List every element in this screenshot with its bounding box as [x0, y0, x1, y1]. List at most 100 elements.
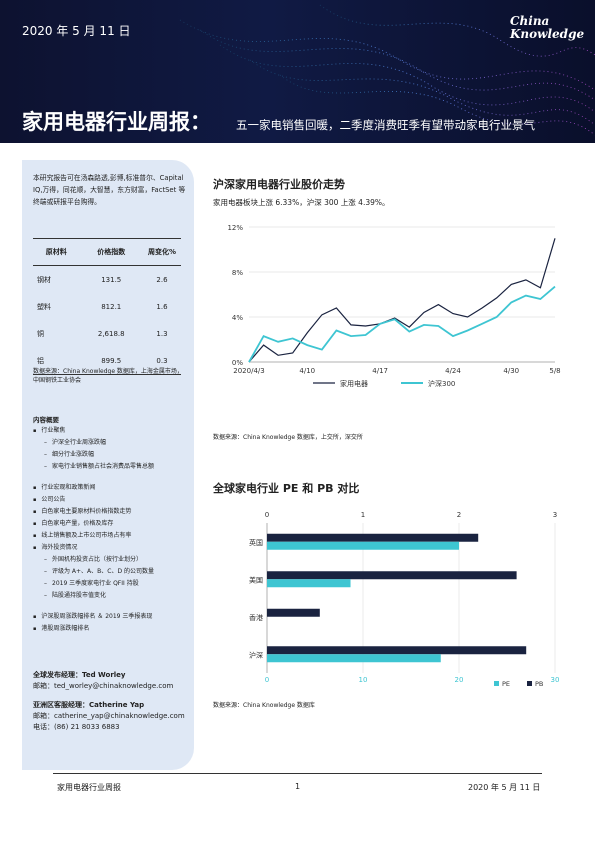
- contact-phone: 电话：(86) 21 8033 6883: [33, 723, 120, 731]
- toc-item: 港股周涨跌幅排名: [33, 623, 193, 635]
- legend-label: 沪深300: [428, 379, 455, 388]
- legend-label: PE: [502, 680, 510, 688]
- table-header: 价格指数: [79, 238, 143, 266]
- stock-trend-subtitle: 家用电器板块上涨 6.33%，沪深 300 上涨 4.39%。: [213, 198, 390, 207]
- table-of-contents: 行业聚焦沪深全行业周涨跌幅细分行业涨跌幅家电行业销售额占社会消费品零售总额行业宏…: [33, 425, 193, 635]
- pe-pb-source: 数据来源：China Knowledge 数据库: [213, 702, 315, 709]
- bar-pe: [267, 541, 459, 550]
- stock-trend-title: 沪深家用电器行业股价走势: [213, 178, 345, 191]
- bar-pb: [267, 608, 320, 617]
- x-tick-label: 4/17: [372, 367, 388, 375]
- bottom-tick-label: 30: [551, 676, 560, 684]
- toc-spacer: [33, 473, 193, 482]
- table-header: 原材料: [33, 238, 80, 266]
- table-header: 周变化%: [143, 238, 181, 266]
- toc-item: 外国机构投资占比（按行业划分）: [33, 554, 193, 566]
- bar-pb: [267, 533, 479, 542]
- y-tick-label: 12%: [227, 224, 243, 232]
- legend-label: PB: [535, 680, 543, 688]
- legend-swatch: [527, 681, 532, 686]
- table-cell: 812.1: [101, 302, 122, 311]
- footer-date: 2020 年 5 月 11 日: [468, 783, 541, 792]
- table-cell: 钢材: [37, 275, 51, 284]
- china-knowledge-logo: China Knowledge: [510, 14, 585, 41]
- table-row: 铝 899.5 0.3: [33, 347, 181, 375]
- contact-email[interactable]: 邮箱：ted_worley@chinaknowledge.com: [33, 682, 174, 690]
- series-line-appliance: [248, 238, 556, 363]
- toc-title: 内容概要: [33, 416, 59, 424]
- page-subtitle: 五一家电销售回暖，二季度消费旺季有望带动家电行业景气: [236, 118, 535, 132]
- toc-item: 评级为 A+、A、B、C、D 的公司数量: [33, 566, 193, 578]
- contact-global: 全球发布经理：Ted Worley 邮箱：ted_worley@chinakno…: [33, 670, 173, 692]
- legend-swatch: [494, 681, 499, 686]
- toc-spacer: [33, 602, 193, 611]
- table-header-row: 原材料 价格指数 周变化%: [33, 238, 181, 266]
- table-row: 铜 2,618.8 1.3: [33, 320, 181, 347]
- table-cell: 899.5: [79, 347, 143, 375]
- table-cell: 塑料: [37, 302, 51, 311]
- x-tick-label: 4/30: [503, 367, 519, 375]
- x-tick-label: 4/10: [299, 367, 315, 375]
- toc-item: 公司公告: [33, 494, 193, 506]
- toc-item: 细分行业涨跌幅: [33, 449, 193, 461]
- stock-trend-source: 数据来源：China Knowledge 数据库，上交所，深交所: [213, 434, 363, 441]
- x-tick-label: 5/8: [549, 367, 560, 375]
- table-source: 数据来源：China Knowledge 数据库，上海金属市场，中国钢铁工业协会: [33, 368, 183, 384]
- bar-pb: [267, 571, 517, 580]
- legend-label: 家用电器: [340, 379, 368, 388]
- bottom-tick-label: 10: [359, 676, 368, 684]
- footer-divider: [53, 773, 542, 774]
- page-number: 1: [295, 782, 301, 791]
- wave-decoration: [179, 4, 595, 136]
- table-cell: 1.6: [156, 302, 168, 311]
- report-date: 2020 年 5 月 11 日: [22, 24, 131, 38]
- toc-item: 陆股通持股市值变化: [33, 590, 193, 602]
- contact-email[interactable]: 邮箱：catherine_yap@chinaknowledge.com: [33, 712, 185, 720]
- raw-material-table: 原材料 价格指数 周变化% 钢材 131.5 2.6 塑料 812.1 1.6 …: [33, 238, 181, 375]
- contact-role: 亚洲区客服经理：Catherine Yap: [33, 701, 145, 709]
- table-cell: 2,618.8: [97, 329, 125, 338]
- footer-title: 家用电器行业周报: [57, 783, 121, 792]
- top-tick-label: 3: [553, 511, 557, 519]
- pe-pb-title: 全球家电行业 PE 和 PB 对比: [213, 482, 360, 495]
- toc-item: 2019 三季度家电行业 QFII 持股: [33, 578, 193, 590]
- toc-item: 家电行业销售额占社会消费品零售总额: [33, 461, 193, 473]
- category-label: 英国: [249, 538, 263, 547]
- contact-asia: 亚洲区客服经理：Catherine Yap 邮箱：catherine_yap@c…: [33, 700, 185, 733]
- table-cell: 铝: [33, 347, 80, 375]
- toc-item: 白色家电主要原材料价格指数走势: [33, 506, 193, 518]
- toc-item: 沪深股周涨跌幅排名 ＆ 2019 三季报表现: [33, 611, 193, 623]
- header-banner: 2020 年 5 月 11 日 China Knowledge 家用电器行业周报…: [0, 0, 595, 143]
- top-tick-label: 0: [265, 511, 269, 519]
- category-label: 美国: [249, 575, 263, 584]
- bar-pe: [267, 579, 351, 588]
- table-row: 钢材 131.5 2.6: [33, 266, 181, 294]
- x-tick-label: 4/24: [445, 367, 461, 375]
- contact-role: 全球发布经理：Ted Worley: [33, 671, 126, 679]
- x-tick-label: 2020/4/3: [233, 367, 264, 375]
- y-tick-label: 8%: [232, 269, 243, 277]
- top-tick-label: 2: [457, 511, 461, 519]
- category-label: 香港: [249, 613, 263, 622]
- category-label: 沪深: [249, 650, 263, 659]
- table-row: 塑料 812.1 1.6: [33, 293, 181, 320]
- bar-pe: [267, 654, 441, 663]
- series-line-csi300: [248, 285, 556, 363]
- table-cell: 铜: [37, 329, 44, 338]
- bottom-tick-label: 20: [455, 676, 464, 684]
- table-cell: 2.6: [156, 275, 168, 284]
- toc-item: 行业聚焦: [33, 425, 193, 437]
- table-cell: 0.3: [143, 347, 181, 375]
- toc-item: 沪深全行业周涨跌幅: [33, 437, 193, 449]
- table-cell: 1.3: [156, 329, 168, 338]
- bottom-tick-label: 0: [265, 676, 269, 684]
- stock-trend-chart: 0% 4% 8% 12% 2020/4/3 4/10 4/17 4/24 4/30 5/8 家用电器…: [227, 224, 560, 388]
- toc-item: 海外投资情况: [33, 542, 193, 554]
- toc-item: 线上销售额及上市公司市场占有率: [33, 530, 193, 542]
- sidebar-intro: 本研究报告可在汤森路透,彭博,标准普尔、Capital IQ,万得，同花顺，大智…: [33, 174, 186, 206]
- top-tick-label: 1: [361, 511, 365, 519]
- table-cell: 131.5: [101, 275, 122, 284]
- y-tick-label: 0%: [232, 359, 243, 367]
- bar-pb: [267, 646, 527, 655]
